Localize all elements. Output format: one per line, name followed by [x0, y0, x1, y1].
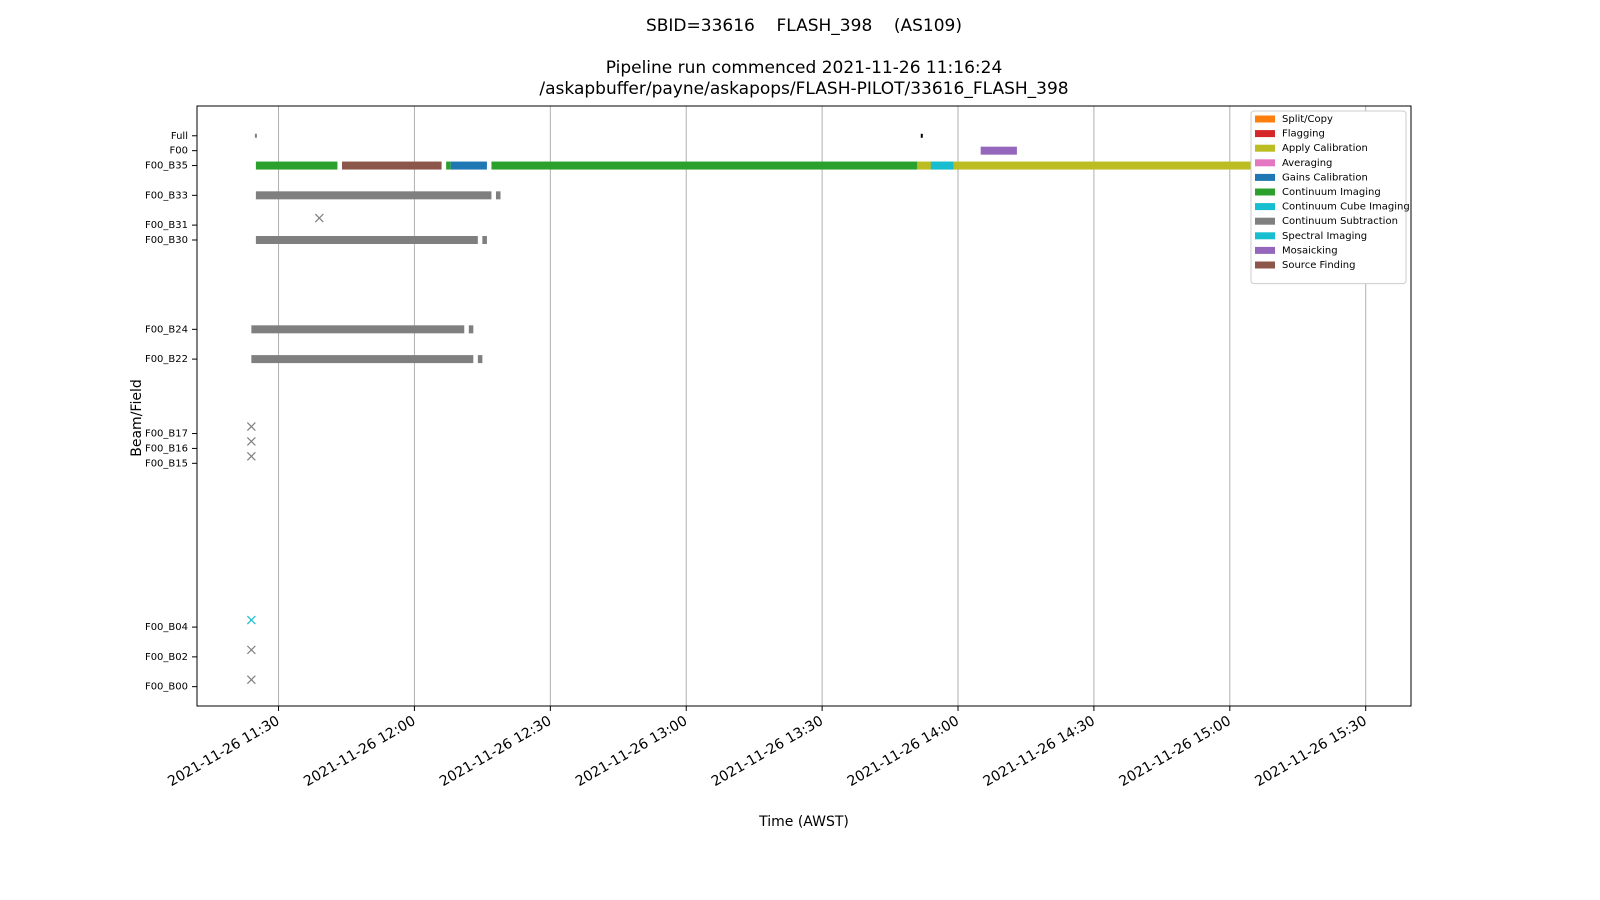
- y-tick-label: F00_B22: [145, 354, 188, 365]
- x-tick-label: 2021-11-26 15:00: [1117, 713, 1234, 790]
- y-tick-label: F00_B30: [145, 235, 188, 246]
- task-bar: [251, 325, 465, 334]
- y-tick-label: F00_B35: [145, 161, 188, 172]
- chart-subtitle: Pipeline run commenced 2021-11-26 11:16:…: [606, 58, 1003, 78]
- failed-marker: [246, 451, 256, 461]
- legend-swatch: [1255, 246, 1275, 254]
- y-tick-label: F00_B31: [145, 220, 188, 231]
- task-bar: [251, 355, 474, 364]
- y-tick-label: F00_B02: [145, 652, 188, 663]
- task-bar: [917, 161, 1357, 170]
- task-bar: [255, 161, 338, 170]
- x-tick-label: 2021-11-26 13:00: [573, 713, 690, 790]
- failed-marker: [246, 645, 256, 655]
- x-tick-label: 2021-11-26 15:30: [1252, 713, 1369, 790]
- legend-swatch: [1255, 159, 1275, 167]
- x-tick-label: 2021-11-26 11:30: [165, 713, 282, 790]
- job-marker: [254, 133, 257, 138]
- legend-label: Gains Calibration: [1282, 172, 1368, 183]
- y-tick-label: F00_B00: [145, 682, 188, 693]
- x-tick-label: 2021-11-26 12:00: [301, 713, 418, 790]
- failed-marker: [246, 437, 256, 446]
- task-bar: [477, 355, 483, 364]
- legend-label: Averaging: [1282, 158, 1332, 169]
- legend-swatch: [1255, 217, 1275, 225]
- legend-swatch: [1255, 232, 1275, 240]
- legend: Split/Copy Flagging Apply Calibration Avera…: [1250, 110, 1410, 285]
- y-tick-label: F00_B16: [145, 443, 188, 454]
- legend-label: Split/Copy: [1282, 114, 1333, 125]
- failed-marker: [246, 422, 256, 431]
- task-bar: [450, 161, 487, 170]
- task-bar: [491, 161, 918, 170]
- task-bar: [341, 161, 442, 170]
- failed-marker: [314, 213, 324, 223]
- legend-swatch: [1255, 130, 1275, 138]
- task-bar: [446, 161, 451, 170]
- legend-swatch: [1255, 173, 1275, 181]
- legend-swatch: [1255, 188, 1275, 196]
- x-tick-label: 2021-11-26 14:30: [981, 713, 1098, 790]
- chart-title: SBID=33616 FLASH_398 (AS109): [646, 16, 962, 36]
- job-marker: [920, 133, 923, 138]
- y-tick-label: Full: [171, 131, 188, 142]
- legend-label: Source Finding: [1282, 260, 1355, 271]
- legend-swatch: [1255, 261, 1275, 269]
- task-bar: [495, 191, 501, 200]
- y-tick-label: F00_B15: [145, 458, 188, 469]
- legend-swatch: [1255, 115, 1275, 123]
- x-tick-label: 2021-11-26 13:30: [709, 713, 826, 790]
- task-bar: [980, 146, 1017, 155]
- y-tick-label: F00: [170, 146, 188, 157]
- chart-subtitle: /askapbuffer/payne/askapops/FLASH-PILOT/…: [539, 79, 1068, 99]
- legend-label: Mosaicking: [1282, 245, 1338, 256]
- task-bar: [930, 161, 954, 170]
- legend-swatch: [1255, 203, 1275, 211]
- task-bar: [482, 235, 487, 244]
- x-axis-title: Time (AWST): [758, 814, 849, 830]
- legend-label: Continuum Imaging: [1282, 187, 1381, 198]
- legend-swatch: [1255, 144, 1275, 152]
- plot-frame: [196, 105, 1412, 707]
- x-tick-label: 2021-11-26 12:30: [437, 713, 554, 790]
- legend-label: Spectral Imaging: [1282, 231, 1367, 242]
- y-tick-label: F00_B24: [145, 324, 188, 335]
- y-tick-label: F00_B33: [145, 190, 188, 201]
- y-tick-label: F00_B17: [145, 429, 188, 440]
- y-tick-label: F00_B04: [145, 622, 188, 633]
- task-bar: [468, 325, 474, 334]
- x-tick-label: 2021-11-26 14:00: [845, 713, 962, 790]
- legend-label: Continuum Cube Imaging: [1282, 202, 1410, 213]
- legend-label: Flagging: [1282, 129, 1325, 140]
- legend-label: Apply Calibration: [1282, 143, 1368, 154]
- y-axis-title: Beam/Field: [129, 379, 145, 456]
- task-bar: [255, 191, 492, 200]
- legend-box: [1250, 110, 1407, 285]
- failed-marker: [246, 615, 256, 625]
- failed-marker: [246, 675, 256, 685]
- task-bar: [255, 235, 478, 244]
- legend-label: Continuum Subtraction: [1282, 216, 1398, 227]
